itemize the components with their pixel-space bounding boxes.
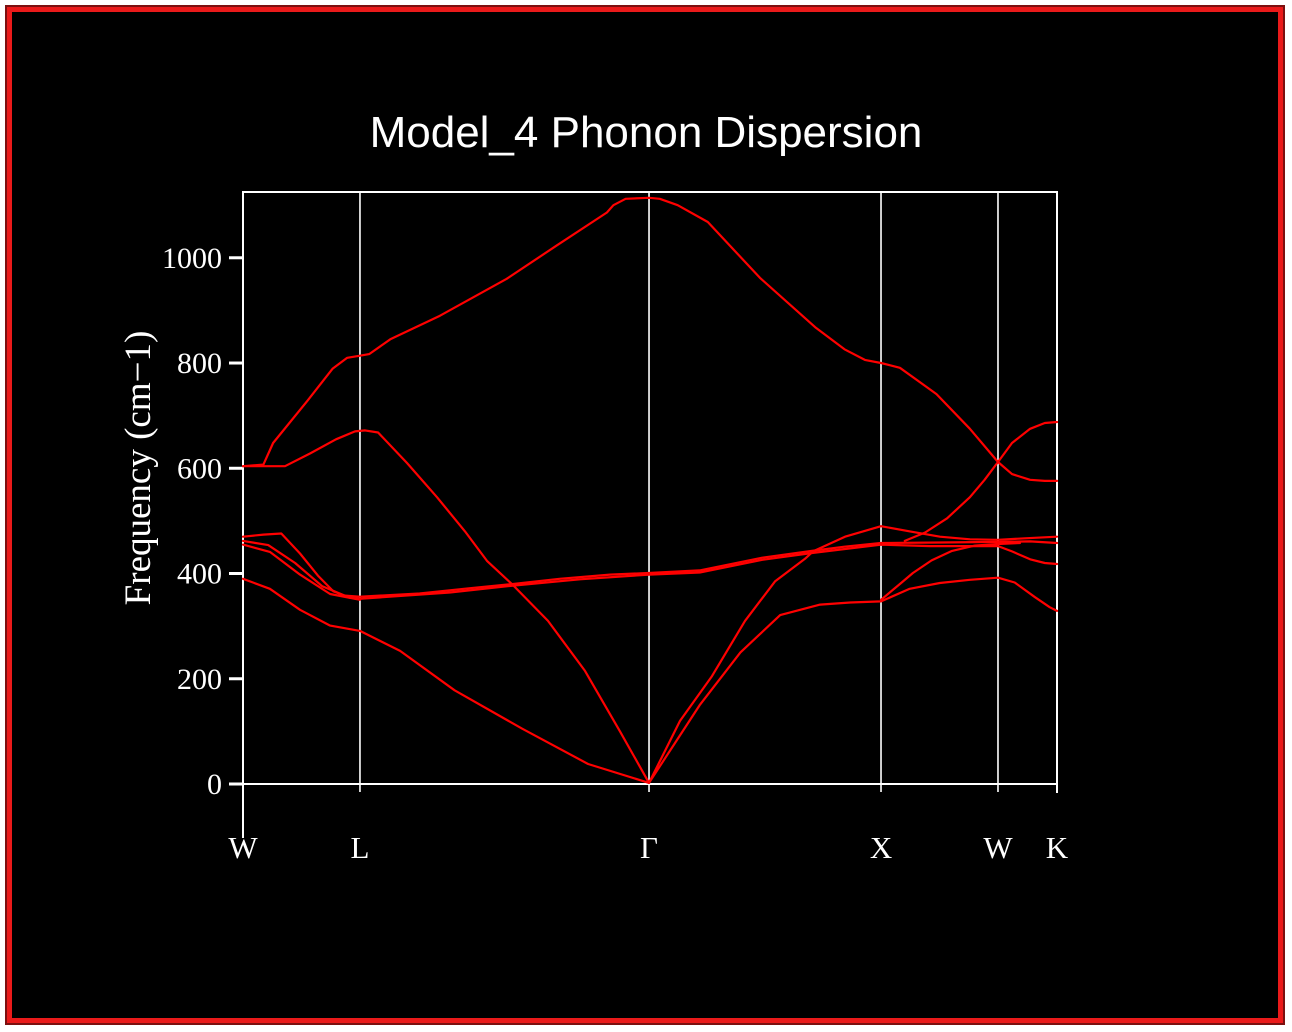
y-tick-label: 200 (177, 663, 222, 696)
band-LA-branch-left (241, 429, 651, 785)
band-LA-branch-right (647, 525, 1059, 785)
band-LO-top-branch (241, 196, 1059, 482)
kpoint-label-X: X (870, 830, 892, 865)
phonon-bands (241, 196, 1059, 785)
y-tick-label: 1000 (162, 242, 222, 275)
band-cluster-extra-branch-WL (241, 543, 362, 601)
y-axis-label: Frequency (cm−1) (118, 331, 159, 606)
kpoint-gridlines (359, 192, 999, 792)
band-TA-branch (241, 576, 1059, 785)
kpoint-label-Γ: Γ (640, 830, 658, 865)
y-tick-label: 400 (177, 558, 222, 591)
band-riser-branch-WK (903, 420, 1059, 543)
band-TO-upper-branch (241, 532, 1059, 598)
plot-frame-border (5, 5, 1285, 1025)
band-TA-riser-branch-XW (879, 541, 1022, 601)
axes-box (242, 191, 1058, 785)
plot-box (242, 191, 1058, 838)
kpoint-label-K: K (1046, 830, 1069, 865)
y-tick-label: 800 (177, 347, 222, 380)
y-tick-label: 0 (207, 768, 222, 801)
kpoint-label-L: L (351, 830, 370, 865)
y-axis-ticks: 0 200 400 600 800 1000 (162, 242, 243, 801)
kpoint-label-W: W (228, 830, 258, 865)
chart-title: Model_4 Phonon Dispersion (370, 108, 923, 157)
y-tick-label: 600 (177, 452, 222, 485)
kpoint-label-W: W (983, 830, 1013, 865)
band-TO-lower-branch (241, 539, 1059, 600)
